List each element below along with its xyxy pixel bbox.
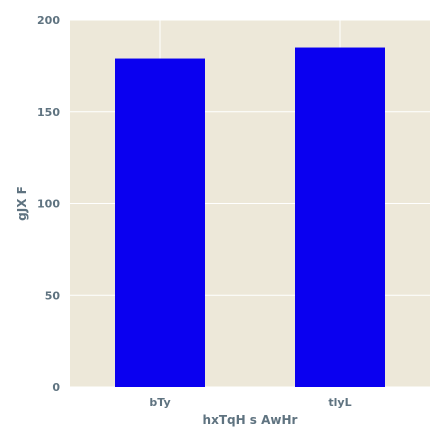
y-tick-label: 150 xyxy=(37,106,60,119)
y-axis-ticks: 0 50 100 150 200 xyxy=(37,14,60,394)
x-axis-label: hxTqH s AwHr xyxy=(203,413,298,427)
x-axis-ticks: bTy tlyL xyxy=(149,396,351,409)
x-tick-label: bTy xyxy=(149,396,170,409)
y-tick-label: 50 xyxy=(45,289,61,302)
y-tick-label: 0 xyxy=(52,381,60,394)
y-tick-label: 200 xyxy=(37,14,60,27)
bar-bTy xyxy=(115,58,205,387)
y-tick-label: 100 xyxy=(37,198,60,211)
bar-tlyL xyxy=(295,47,385,388)
x-tick-label: tlyL xyxy=(328,396,351,409)
y-axis-label: gJX F xyxy=(15,186,29,221)
bars xyxy=(115,47,385,388)
